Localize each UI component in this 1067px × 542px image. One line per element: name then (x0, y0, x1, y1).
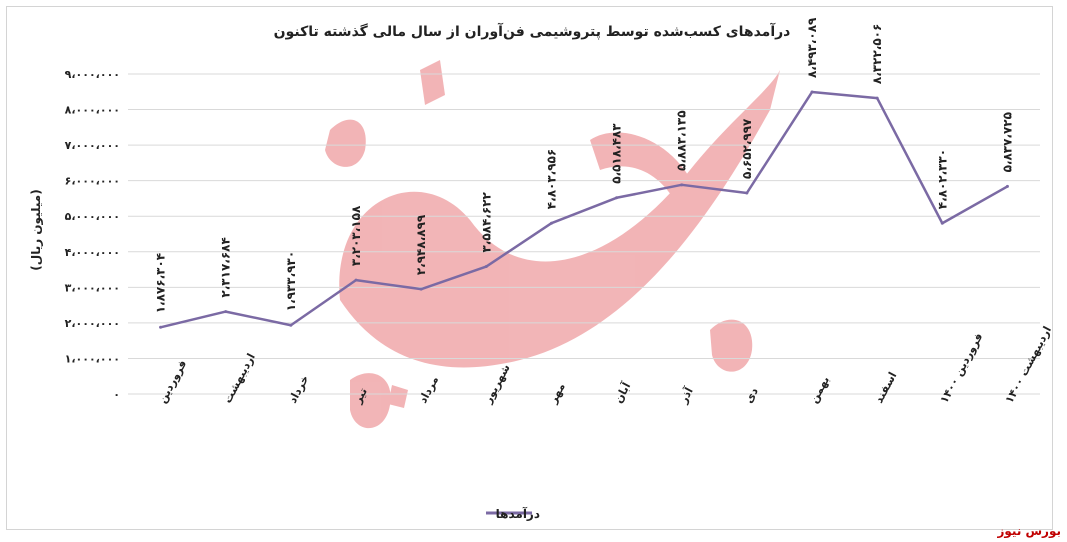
watermark-stroke (420, 60, 445, 105)
data-label: ۳،۲۰۳،۱۵۸ (349, 205, 363, 266)
data-point (484, 265, 488, 269)
data-label: ۴،۸۰۳،۹۵۶ (544, 149, 558, 209)
watermark-stroke (325, 119, 366, 167)
y-axis-label: (میلیون ریال) (29, 189, 44, 270)
y-tick-label: ۵،۰۰۰،۰۰۰ (65, 210, 120, 223)
chart-title: درآمدهای کسب‌شده توسط پتروشیمی فن‌آوران … (274, 22, 791, 40)
data-label: ۲،۳۱۷،۶۸۴ (219, 237, 233, 297)
x-tick-label: اسفند (872, 370, 899, 406)
data-label: ۱،۹۳۳،۹۳۰ (284, 251, 298, 311)
gridlines (128, 73, 1040, 395)
data-point (1005, 184, 1009, 188)
data-label: ۸،۳۲۲،۵۰۶ (870, 24, 884, 84)
legend-label: درآمدها (496, 506, 540, 521)
data-point (680, 183, 684, 187)
data-label: ۵،۵۱۸،۴۸۳ (610, 123, 624, 184)
x-tick-label: مرداد (416, 374, 441, 405)
y-tick-label: ۱،۰۰۰،۰۰۰ (65, 352, 120, 365)
data-label: ۳،۵۸۴،۶۲۲ (479, 191, 493, 252)
data-point (810, 90, 814, 94)
data-label: ۲،۹۴۸،۸۹۹ (414, 214, 428, 275)
x-tick-label: اردیبهشت (221, 351, 258, 405)
x-tick-label: فروردین (156, 358, 189, 406)
data-point (224, 310, 228, 314)
data-point (419, 287, 423, 291)
data-label: ۴،۸۰۲،۳۳۰ (935, 149, 949, 209)
data-point (289, 323, 293, 327)
series-line-group (159, 90, 1009, 329)
data-point (159, 325, 163, 329)
data-point (745, 191, 749, 195)
data-label: ۵،۶۵۲،۹۹۷ (740, 118, 754, 179)
watermark-stroke (590, 132, 700, 210)
y-axis-ticks: ۰ ۱،۰۰۰،۰۰۰ ۲،۰۰۰،۰۰۰ ۳،۰۰۰،۰۰۰ ۴،۰۰۰،۰۰۰ ۵،۰… (65, 68, 120, 401)
x-tick-label: دی (742, 385, 761, 405)
y-tick-label: ۲،۰۰۰،۰۰۰ (65, 317, 120, 330)
x-tick-label: شهریور (481, 362, 513, 406)
data-point (549, 221, 553, 225)
data-point (615, 196, 619, 200)
watermark-logo (325, 60, 780, 429)
data-point (354, 278, 358, 282)
data-label: ۱،۸۷۶،۳۰۴ (154, 253, 168, 313)
data-labels: ۱،۸۷۶،۳۰۴ ۲،۳۱۷،۶۸۴ ۱،۹۳۳،۹۳۰ ۳،۲۰۳،۱۵۸ ۲،۹۴… (154, 17, 1015, 313)
data-label: ۵،۸۳۷،۷۲۵ (1000, 112, 1014, 172)
y-tick-label: ۴،۰۰۰،۰۰۰ (65, 246, 120, 259)
watermark-stroke (388, 385, 408, 408)
y-tick-label: ۳،۰۰۰،۰۰۰ (65, 281, 120, 294)
x-tick-label: بهمن (807, 374, 832, 405)
data-label: ۸،۴۹۳،۰۸۹ (805, 17, 819, 78)
series-line (160, 90, 1009, 329)
y-tick-label: ۹،۰۰۰،۰۰۰ (65, 68, 120, 81)
chart-frame (6, 6, 1053, 530)
x-tick-label: آبان (611, 380, 634, 406)
watermark-stroke (710, 319, 753, 372)
source-label: بورس نیوز (997, 524, 1061, 538)
data-point (875, 96, 879, 100)
y-tick-label: ۷،۰۰۰،۰۰۰ (65, 139, 120, 152)
watermark-stroke (339, 70, 780, 368)
legend: درآمدها (486, 506, 540, 521)
y-tick-label: ۸،۰۰۰،۰۰۰ (65, 104, 120, 117)
watermark-stroke (350, 373, 391, 429)
y-tick-label: ۰ (113, 388, 120, 401)
data-point (940, 221, 944, 225)
x-tick-label: اردیبهشت ۱۴۰۰ (1003, 324, 1054, 405)
x-tick-label: خرداد (286, 373, 311, 405)
data-label: ۵،۸۸۳،۱۳۵ (675, 110, 689, 170)
x-tick-label: آذر (676, 385, 696, 407)
y-tick-label: ۶،۰۰۰،۰۰۰ (65, 175, 120, 188)
